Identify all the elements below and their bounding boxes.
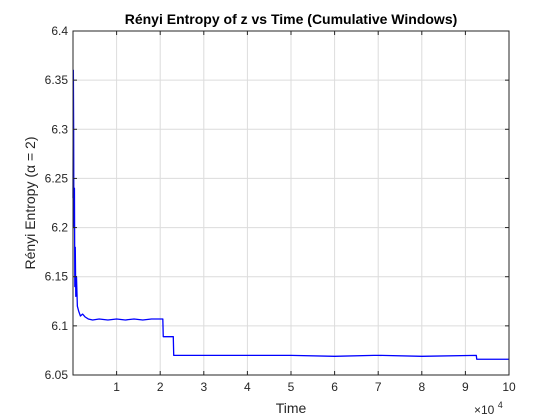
- x-tick-label: 3: [200, 380, 207, 394]
- y-tick-label: 6.2: [51, 221, 68, 235]
- y-tick-label: 6.1: [51, 319, 68, 333]
- chart-title: Rényi Entropy of z vs Time (Cumulative W…: [125, 11, 458, 27]
- x-tick-label: 5: [288, 380, 295, 394]
- x-axis-multiplier: ×10 4: [474, 400, 503, 417]
- x-tick-label: 1: [113, 380, 120, 394]
- x-tick-label: 7: [375, 380, 382, 394]
- x-axis-multiplier-base: ×10: [474, 403, 495, 417]
- y-tick-label: 6.25: [45, 171, 69, 185]
- x-tick-label: 8: [418, 380, 425, 394]
- y-tick-label: 6.15: [45, 270, 69, 284]
- y-tick-label: 6.35: [45, 73, 69, 87]
- x-axis-multiplier-exponent: 4: [498, 400, 503, 410]
- series-line: [72, 69, 509, 360]
- x-tick-label: 2: [157, 380, 164, 394]
- y-ticks: 6.05 6.1 6.15 6.2 6.25 6.3 6.35 6.4: [45, 24, 509, 382]
- y-axis-label: Rényi Entropy (α = 2): [22, 137, 38, 270]
- y-tick-label: 6.3: [51, 122, 68, 136]
- y-tick-label: 6.4: [51, 24, 68, 38]
- x-axis-label: Time: [276, 400, 307, 416]
- y-tick-label: 6.05: [45, 368, 69, 382]
- x-tick-label: 10: [502, 380, 516, 394]
- x-tick-label: 9: [462, 380, 469, 394]
- x-ticks: 1 2 3 4 5 6 7 8 9 10: [113, 31, 516, 394]
- series-layer: [72, 69, 509, 360]
- x-tick-label: 6: [331, 380, 338, 394]
- x-tick-label: 4: [244, 380, 251, 394]
